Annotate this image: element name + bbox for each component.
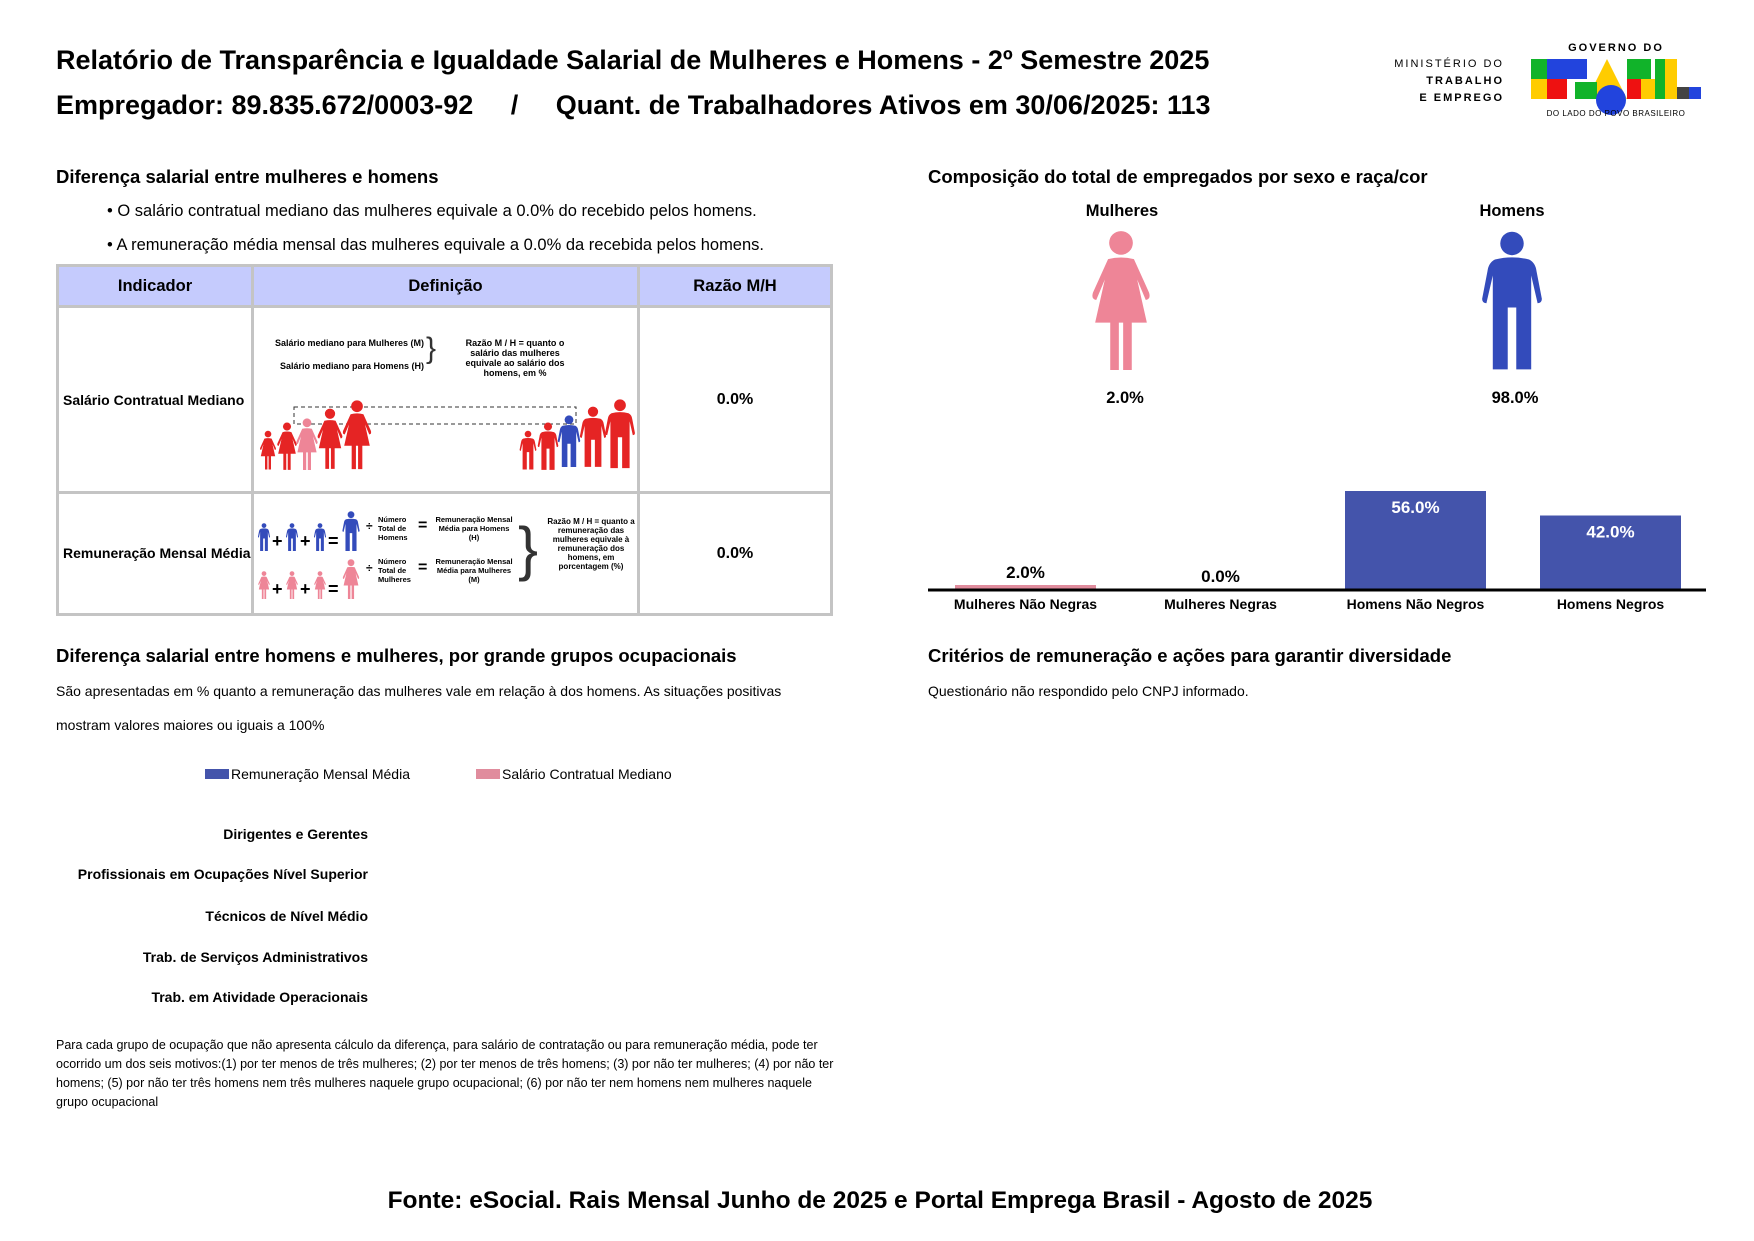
svg-text:+: + xyxy=(272,531,283,551)
bar-0 xyxy=(955,585,1096,589)
bar-value-label: 0.0% xyxy=(1201,567,1240,586)
equals-icon: = xyxy=(418,558,428,576)
divide-icon: ÷ xyxy=(366,560,373,575)
ratio-note: Razão M / H = quanto a remuneração das m… xyxy=(547,516,635,571)
ministry-line: E EMPREGO xyxy=(1419,92,1504,104)
legend-swatch xyxy=(476,769,500,779)
bar-value-label: 56.0% xyxy=(1391,498,1439,517)
label-total-women: Número Total de Mulheres xyxy=(378,556,411,584)
definition-illustration-median: Salário mediano para Mulheres (M) Salári… xyxy=(251,305,640,494)
brace-icon: } xyxy=(518,514,539,582)
svg-text:=: = xyxy=(328,579,339,599)
men-percentage: 98.0% xyxy=(1491,389,1539,407)
legend-label: Remuneração Mensal Média xyxy=(231,766,410,782)
table-row: Remuneração Mensal Média + + = + + = ÷ Número… xyxy=(56,491,833,616)
col-indicator: Indicador xyxy=(56,264,254,308)
label-h: Salário mediano para Homens (H) xyxy=(279,360,424,371)
women-label: Mulheres xyxy=(1085,202,1159,220)
salary-gap-heading: Diferença salarial entre mulheres e home… xyxy=(56,166,439,187)
legend-item-remuneracao: Remuneração Mensal Média xyxy=(205,766,410,782)
ratio-cell: 0.0% xyxy=(637,491,833,616)
woman-icon xyxy=(1092,231,1150,370)
people-illustration xyxy=(260,398,635,470)
man-icon xyxy=(1482,231,1542,370)
people-sum-illustration: + + = + + = xyxy=(257,510,360,599)
occupations-heading: Diferença salarial entre homens e mulher… xyxy=(56,645,737,666)
employer-info: Empregador: 89.835.672/0003-92 / Quant. … xyxy=(56,90,1211,120)
brace-icon: } xyxy=(426,331,437,365)
divide-icon: ÷ xyxy=(366,518,373,533)
men-label: Homens xyxy=(1479,202,1545,220)
bullet-median: • O salário contratual mediano das mulhe… xyxy=(107,202,757,220)
occupation-label: Profissionais em Ocupações Nível Superio… xyxy=(77,866,368,882)
equals-icon: = xyxy=(418,516,428,534)
criteria-heading: Critérios de remuneração e ações para ga… xyxy=(928,645,1452,666)
legend-swatch xyxy=(205,769,229,779)
bar-value-label: 42.0% xyxy=(1586,523,1634,542)
table-row: Salário Contratual Mediano Salário media… xyxy=(56,305,833,494)
governo-brasil-logo: GOVERNO DO DO LADO DO POVO BRASILEIRO xyxy=(1531,40,1701,118)
label-m: Salário mediano para Mulheres (M) xyxy=(274,337,424,348)
bullet-average: • A remuneração média mensal das mulhere… xyxy=(107,236,764,254)
ministry-line: MINISTÉRIO DO xyxy=(1394,58,1504,70)
category-label: Homens Negros xyxy=(1557,596,1665,612)
col-definition: Definição xyxy=(251,264,640,308)
bar-value-label: 2.0% xyxy=(1006,563,1045,582)
svg-text:DO LADO DO POVO BRASILEIRO: DO LADO DO POVO BRASILEIRO xyxy=(1547,109,1686,118)
report-title: Relatório de Transparência e Igualdade S… xyxy=(56,45,1210,75)
indicator-cell: Remuneração Mensal Média xyxy=(56,491,254,616)
occupation-label: Trab. de Serviços Administrativos xyxy=(142,949,368,965)
indicator-cell: Salário Contratual Mediano xyxy=(56,305,254,494)
source-footer: Fonte: eSocial. Rais Mensal Junho de 202… xyxy=(387,1187,1373,1214)
svg-text:+: + xyxy=(300,531,311,551)
race-sex-bar-chart: 2.0% Mulheres Não Negras 0.0% Mulheres Negr… xyxy=(928,491,1706,612)
table-header-row: Indicador Definição Razão M/H xyxy=(56,264,833,308)
legend-label: Salário Contratual Mediano xyxy=(502,766,672,782)
definition-illustration-average: + + = + + = ÷ Número Total de Homens = Remune… xyxy=(251,491,640,616)
label-avg-women: Remuneração Mensal Média para Mulheres (… xyxy=(435,556,513,584)
occupation-label: Trab. em Atividade Operacionais xyxy=(151,989,368,1005)
category-label: Homens Não Negros xyxy=(1347,596,1485,612)
ratio-note: Razão M / H = quanto o salário das mulhe… xyxy=(465,337,565,378)
ratio-cell: 0.0% xyxy=(637,305,833,494)
bar-3 xyxy=(1540,515,1681,589)
occupations-description-line: São apresentadas em % quanto a remuneraç… xyxy=(56,683,782,699)
occupation-label: Técnicos de Nível Médio xyxy=(205,908,368,924)
legend-item-salario: Salário Contratual Mediano xyxy=(476,766,672,782)
women-percentage: 2.0% xyxy=(1106,389,1144,407)
occupation-label: Dirigentes e Gerentes xyxy=(223,826,368,842)
composition-heading: Composição do total de empregados por se… xyxy=(928,166,1428,187)
indicator-table: Indicador Definição Razão M/H Salário Co… xyxy=(56,264,833,616)
criteria-text: Questionário não respondido pelo CNPJ in… xyxy=(928,683,1249,699)
occupations-footnote: Para cada grupo de ocupação que não apre… xyxy=(56,1038,834,1109)
svg-text:+: + xyxy=(272,579,283,599)
label-total-men: Número Total de Homens xyxy=(378,514,408,542)
category-label: Mulheres Negras xyxy=(1164,596,1277,612)
svg-text:=: = xyxy=(328,531,339,551)
category-label: Mulheres Não Negras xyxy=(954,596,1097,612)
ministry-line: TRABALHO xyxy=(1426,75,1504,87)
ministry-logo-text: MINISTÉRIO DO TRABALHO E EMPREGO xyxy=(1380,56,1504,107)
occupations-description-line: mostram valores maiores ou iguais a 100% xyxy=(56,717,325,733)
svg-text:+: + xyxy=(300,579,311,599)
bar-2 xyxy=(1345,491,1486,589)
svg-text:GOVERNO DO: GOVERNO DO xyxy=(1568,42,1664,54)
label-avg-men: Remuneração Mensal Média para Homens (H) xyxy=(435,514,513,542)
col-ratio: Razão M/H xyxy=(637,264,833,308)
